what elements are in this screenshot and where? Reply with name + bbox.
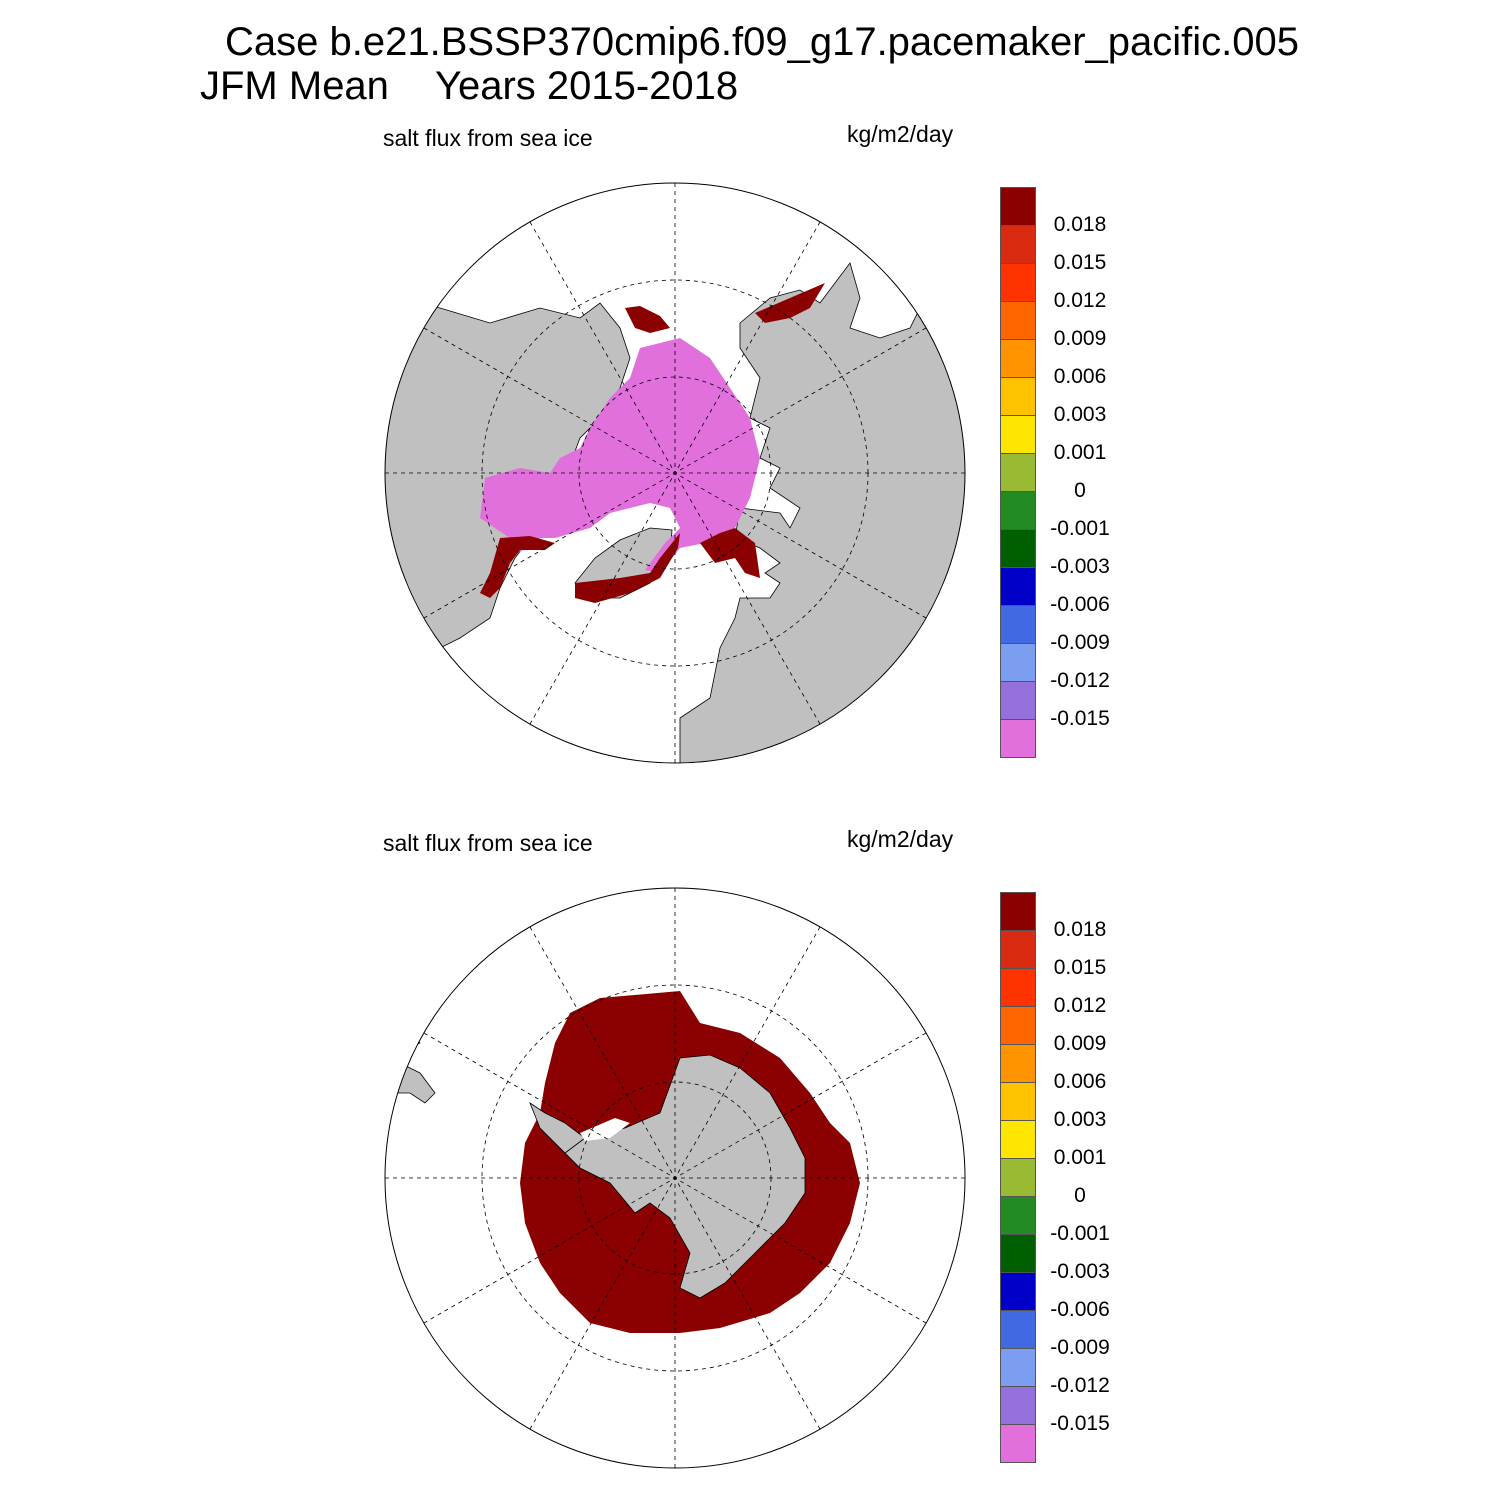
south-colorbar-label: 0.012 bbox=[1053, 994, 1107, 1017]
north-flux-greenland-sea bbox=[575, 533, 680, 603]
south-land-antarctica bbox=[564, 1054, 806, 1299]
south-colorbar-box bbox=[1000, 1196, 1036, 1234]
north-colorbar-box bbox=[1000, 453, 1036, 491]
figure-subtitle: JFM Mean Years 2015-2018 bbox=[200, 64, 738, 109]
south-colorbar-label: -0.012 bbox=[1050, 1374, 1110, 1397]
south-colorbar-label: -0.015 bbox=[1050, 1412, 1110, 1435]
south-colorbar-box bbox=[1000, 968, 1036, 1006]
south-units-label: kg/m2/day bbox=[847, 826, 954, 852]
north-colorbar-box bbox=[1000, 225, 1036, 263]
north-colorbar-label: 0.012 bbox=[1053, 289, 1107, 312]
north-colorbar-label: -0.003 bbox=[1050, 555, 1110, 578]
south-colorbar-label: -0.001 bbox=[1050, 1222, 1110, 1245]
years-label: Years 2015-2018 bbox=[434, 64, 739, 108]
north-colorbar-label: -0.012 bbox=[1050, 669, 1110, 692]
south-land-peninsula bbox=[529, 1101, 586, 1154]
north-colorbar-label: 0.003 bbox=[1053, 403, 1107, 426]
south-colorbar-label: 0.003 bbox=[1053, 1108, 1107, 1131]
south-colorbar-label: 0.001 bbox=[1053, 1146, 1107, 1169]
south-colorbar-label: 0.018 bbox=[1053, 918, 1107, 941]
south-colorbar-box bbox=[1000, 1120, 1036, 1158]
south-graticule bbox=[385, 888, 965, 1468]
north-graticule bbox=[385, 183, 965, 763]
north-units-label: kg/m2/day bbox=[847, 121, 954, 147]
south-panel: salt flux from sea ice kg/m2/day bbox=[0, 705, 1500, 1469]
north-colorbar-box bbox=[1000, 339, 1036, 377]
north-colorbar-label: 0.009 bbox=[1053, 327, 1107, 350]
south-colorbar-box bbox=[1000, 1424, 1036, 1463]
north-sea-ice-region bbox=[480, 338, 760, 573]
north-flux-bering bbox=[625, 306, 670, 333]
north-colorbar-label: -0.009 bbox=[1050, 631, 1110, 654]
north-colorbar-box bbox=[1000, 719, 1036, 758]
north-colorbar-box bbox=[1000, 491, 1036, 529]
south-colorbar-label: 0.009 bbox=[1053, 1032, 1107, 1055]
north-colorbar-label: 0.018 bbox=[1053, 213, 1107, 236]
north-colorbar-box bbox=[1000, 301, 1036, 339]
south-variable-label: salt flux from sea ice bbox=[383, 830, 593, 856]
south-colorbar-box bbox=[1000, 1272, 1036, 1310]
south-colorbar-label: 0.015 bbox=[1053, 956, 1107, 979]
north-colorbar-box bbox=[1000, 529, 1036, 567]
south-colorbar-label: -0.009 bbox=[1050, 1336, 1110, 1359]
north-colorbar-label: -0.015 bbox=[1050, 707, 1110, 730]
north-colorbar-label: 0.001 bbox=[1053, 441, 1107, 464]
south-colorbar-box bbox=[1000, 892, 1036, 930]
south-colorbar-label: 0 bbox=[1074, 1184, 1086, 1207]
north-colorbar-box bbox=[1000, 605, 1036, 643]
south-colorbar-box bbox=[1000, 1044, 1036, 1082]
north-flux-labrador bbox=[480, 536, 555, 598]
north-colorbar-box bbox=[1000, 263, 1036, 301]
south-colorbar-box bbox=[1000, 1386, 1036, 1424]
season-label: JFM Mean bbox=[200, 64, 389, 108]
north-colorbar-box bbox=[1000, 567, 1036, 605]
north-colorbar-label: 0.006 bbox=[1053, 365, 1107, 388]
south-colorbar-box bbox=[1000, 1158, 1036, 1196]
north-panel: salt flux from sea ice kg/m2/day bbox=[0, 0, 1500, 764]
north-flux-okhotsk bbox=[755, 283, 825, 323]
north-colorbar-box bbox=[1000, 377, 1036, 415]
south-colorbar-box bbox=[1000, 1234, 1036, 1272]
south-colorbar-box bbox=[1000, 1006, 1036, 1044]
north-colorbar-box bbox=[1000, 681, 1036, 719]
figure-title: Case b.e21.BSSP370cmip6.f09_g17.pacemake… bbox=[225, 20, 1300, 64]
north-colorbar-box bbox=[1000, 415, 1036, 453]
north-colorbar-label: 0 bbox=[1074, 479, 1086, 502]
south-colorbar-box bbox=[1000, 1310, 1036, 1348]
south-colorbar-box bbox=[1000, 1348, 1036, 1386]
north-colorbar-box bbox=[1000, 643, 1036, 681]
south-polar-map bbox=[384, 887, 966, 1469]
north-colorbar-label: 0.015 bbox=[1053, 251, 1107, 274]
south-colorbar bbox=[1000, 892, 1036, 1463]
south-colorbar-box bbox=[1000, 930, 1036, 968]
north-colorbar bbox=[1000, 187, 1036, 758]
south-colorbar-label: -0.006 bbox=[1050, 1298, 1110, 1321]
north-colorbar-label: -0.001 bbox=[1050, 517, 1110, 540]
south-land-south-america-north bbox=[385, 1002, 421, 1054]
north-colorbar-box bbox=[1000, 187, 1036, 225]
south-colorbar-label: -0.003 bbox=[1050, 1260, 1110, 1283]
north-colorbar-label: -0.006 bbox=[1050, 593, 1110, 616]
north-polar-map bbox=[384, 182, 966, 764]
south-colorbar-box bbox=[1000, 1082, 1036, 1120]
north-flux-barents bbox=[700, 528, 760, 578]
north-variable-label: salt flux from sea ice bbox=[383, 125, 593, 151]
south-open-water-weddell bbox=[580, 1118, 630, 1141]
south-colorbar-label: 0.006 bbox=[1053, 1070, 1107, 1093]
